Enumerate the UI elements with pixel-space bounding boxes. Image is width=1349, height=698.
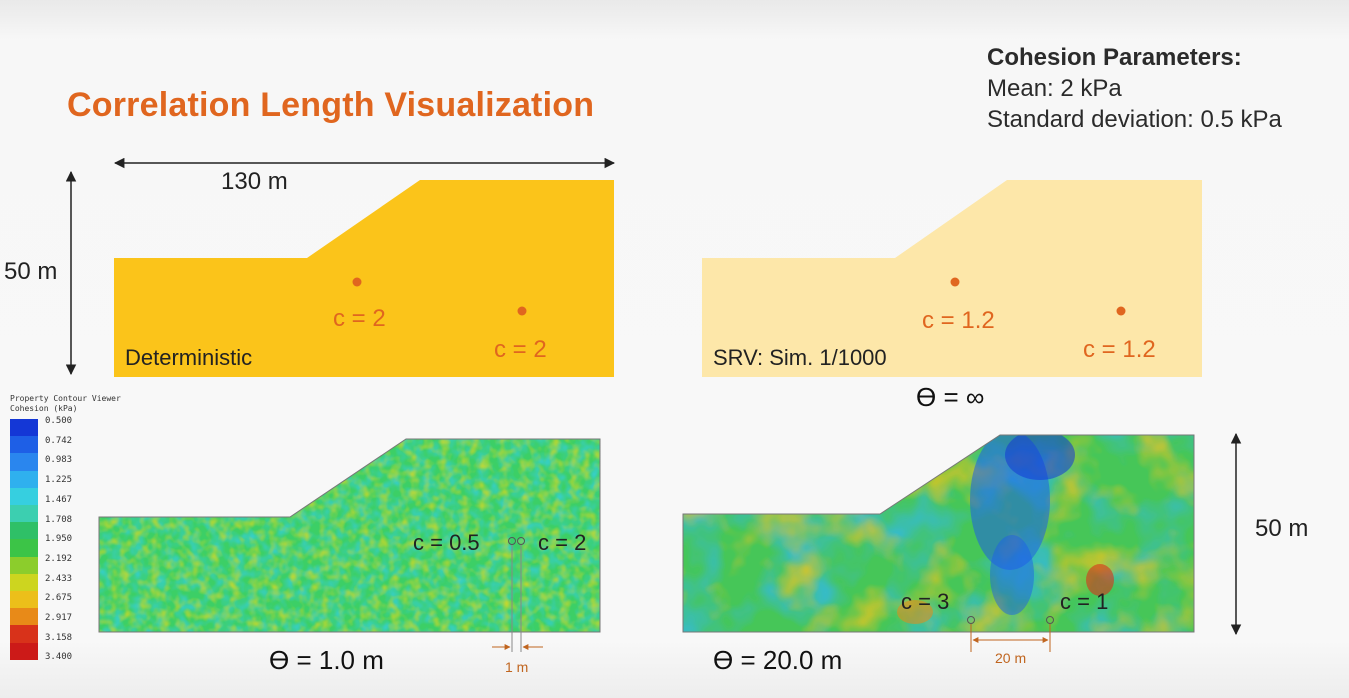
legend-value: 1.467 bbox=[45, 494, 73, 505]
spacing-label-1m: 1 m bbox=[505, 659, 529, 675]
legend-swatch bbox=[10, 539, 38, 558]
deterministic-slope bbox=[114, 180, 614, 377]
legend-value: 3.158 bbox=[45, 632, 73, 643]
field20-cohesion-low: c = 1 bbox=[1060, 589, 1109, 614]
legend-value: 0.983 bbox=[45, 455, 73, 466]
legend-value: 2.917 bbox=[45, 613, 73, 623]
field-outline-1 bbox=[98, 438, 601, 633]
legend-value: 0.742 bbox=[45, 435, 73, 446]
legend-swatch bbox=[10, 573, 38, 592]
width-label: 130 m bbox=[221, 168, 288, 195]
theta-1m-label: ϴ = 1.0 m bbox=[269, 645, 384, 675]
sample-point-1 bbox=[352, 277, 362, 287]
legend-swatch bbox=[10, 419, 38, 437]
legend-swatch bbox=[10, 608, 38, 626]
sample-point-high bbox=[517, 537, 525, 545]
det-cohesion-2: c = 2 bbox=[494, 336, 547, 363]
legend-swatch bbox=[10, 505, 38, 523]
srv-cohesion-2: c = 1.2 bbox=[1083, 336, 1156, 363]
field1-cohesion-high: c = 2 bbox=[538, 530, 587, 555]
params-heading: Cohesion Parameters: bbox=[987, 44, 1242, 71]
legend-value: 2.675 bbox=[45, 593, 73, 604]
legend-swatch bbox=[10, 487, 38, 506]
sample-point-2 bbox=[517, 306, 527, 316]
height-label-left: 50 m bbox=[4, 258, 58, 285]
cohesion-parameters: Cohesion Parameters: Mean: 2 kPa Standar… bbox=[987, 42, 1282, 135]
legend-value: 1.225 bbox=[45, 475, 73, 486]
sample-point-2 bbox=[1116, 306, 1126, 316]
legend-swatch bbox=[10, 470, 38, 489]
sample-point-1 bbox=[950, 277, 960, 287]
random-field-theta-20 bbox=[683, 435, 1194, 632]
legend-value: 2.192 bbox=[45, 553, 73, 564]
legend-swatch bbox=[10, 642, 38, 661]
theta-infinity-label: ϴ = ∞ bbox=[916, 382, 985, 412]
srv-slope bbox=[702, 180, 1202, 377]
legend-value: 1.708 bbox=[45, 514, 73, 525]
theta-20m-label: ϴ = 20.0 m bbox=[713, 645, 843, 675]
det-label: Deterministic bbox=[125, 345, 253, 370]
legend-swatch bbox=[10, 556, 38, 575]
srv-label: SRV: Sim. 1/1000 bbox=[713, 345, 887, 370]
sample-point-high bbox=[967, 616, 975, 624]
legend-swatch bbox=[10, 591, 38, 609]
srv-cohesion-1: c = 1.2 bbox=[922, 307, 995, 334]
legend-value: 2.433 bbox=[45, 573, 73, 584]
spacing-label-20m: 20 m bbox=[995, 650, 1027, 666]
sample-point-low bbox=[1046, 616, 1054, 624]
legend-value: 3.400 bbox=[45, 652, 73, 663]
legend-value: 0.500 bbox=[45, 416, 73, 426]
legend-swatch bbox=[10, 453, 38, 472]
height-label-right: 50 m bbox=[1255, 515, 1309, 542]
legend-swatch bbox=[10, 522, 38, 540]
legend-title-line1: Property Contour Viewer bbox=[10, 394, 121, 403]
legend-swatch bbox=[10, 625, 38, 644]
legend-value: 1.950 bbox=[45, 534, 73, 545]
legend-swatch bbox=[10, 436, 38, 454]
field-outline-20 bbox=[682, 434, 1195, 633]
params-sd: Standard deviation: 0.5 kPa bbox=[987, 106, 1282, 133]
legend-title: Property Contour Viewer Cohesion (kPa) bbox=[10, 394, 121, 414]
sample-point-low bbox=[508, 537, 516, 545]
field20-cohesion-high: c = 3 bbox=[901, 589, 950, 614]
det-cohesion-1: c = 2 bbox=[333, 305, 386, 332]
params-mean: Mean: 2 kPa bbox=[987, 75, 1122, 102]
legend-title-line2: Cohesion (kPa) bbox=[10, 404, 78, 413]
field1-cohesion-low: c = 0.5 bbox=[413, 530, 480, 555]
slide-title: Correlation Length Visualization bbox=[67, 86, 595, 124]
random-field-theta-1 bbox=[99, 439, 600, 632]
